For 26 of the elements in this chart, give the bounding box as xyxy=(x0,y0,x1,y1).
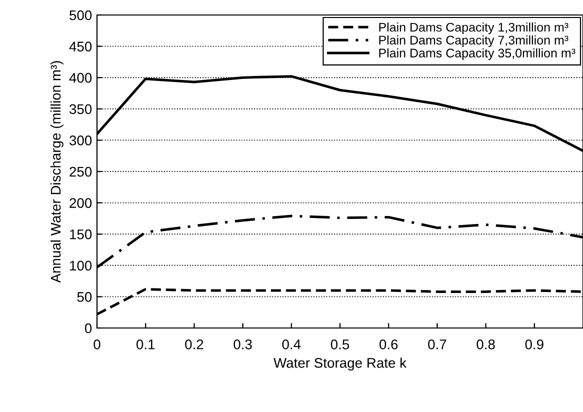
y-tick-label: 100 xyxy=(70,260,92,271)
x-tick-label: 0 xyxy=(94,339,100,350)
y-tick-label: 250 xyxy=(70,166,92,177)
y-tick-label: 500 xyxy=(70,10,92,20)
x-axis-title: Water Storage Rate k xyxy=(274,358,407,371)
x-tick-label: 0.8 xyxy=(476,339,495,350)
y-tick-label: 50 xyxy=(77,292,92,302)
x-tick-label: 0.1 xyxy=(136,339,155,350)
y-tick-label: 200 xyxy=(70,198,92,208)
y-tick-label: 300 xyxy=(70,136,92,146)
y-tick-label: 150 xyxy=(70,229,92,240)
legend-label: Plain Dams Capacity 7,3million m³ xyxy=(379,35,568,48)
y-tick-label: 0 xyxy=(84,323,92,334)
legend-label: Plain Dams Capacity 1,3million m³ xyxy=(379,22,568,34)
x-tick-label: 0.7 xyxy=(428,339,446,350)
x-tick-label: 0.3 xyxy=(234,339,252,350)
x-tick-label: 0.9 xyxy=(525,339,544,350)
legend-label: Plain Dams Capacity 35,0million m³ xyxy=(379,48,576,60)
x-tick-label: 0.2 xyxy=(185,339,204,350)
x-tick-label: 0.4 xyxy=(282,339,301,350)
y-tick-label: 350 xyxy=(70,104,92,114)
y-tick-label: 450 xyxy=(69,42,92,52)
y-axis-title: Annual Water Discharge (million m³) xyxy=(50,61,64,283)
x-tick-label: 0.6 xyxy=(379,339,398,350)
y-tick-label: 400 xyxy=(69,72,92,83)
x-tick-label: 0.5 xyxy=(330,339,350,350)
